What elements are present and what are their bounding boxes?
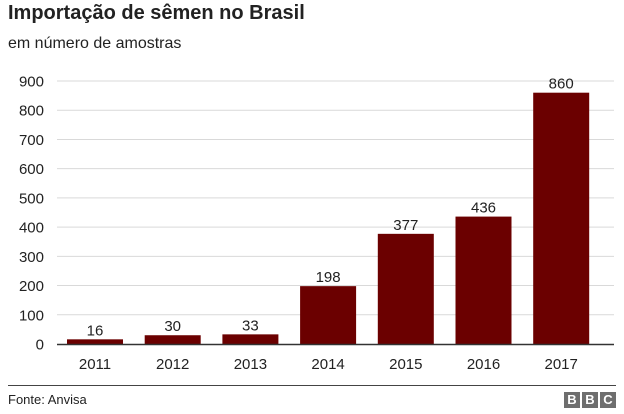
bbc-logo-letter: C [600, 392, 616, 408]
y-tick-label: 400 [19, 220, 44, 237]
data-label: 198 [316, 269, 341, 286]
data-label: 30 [164, 318, 181, 335]
bar [455, 216, 512, 344]
y-tick-label: 500 [19, 190, 44, 207]
y-tick-label: 0 [36, 337, 44, 354]
chart-title: Importação de sêmen no Brasil [8, 2, 305, 24]
data-label: 16 [87, 322, 104, 339]
data-label: 33 [242, 317, 259, 334]
x-tick-label: 2017 [545, 356, 578, 373]
data-label: 860 [549, 76, 574, 93]
bar [67, 339, 123, 344]
x-tick-label: 2012 [156, 356, 189, 373]
bar [533, 92, 590, 344]
y-tick-label: 300 [19, 249, 44, 266]
x-tick-label: 2014 [311, 356, 344, 373]
x-tick-label: 2015 [389, 356, 422, 373]
data-label: 377 [393, 217, 418, 234]
bar [377, 233, 434, 344]
bbc-logo: B B C [564, 392, 616, 408]
footer-divider [8, 385, 616, 386]
data-labels: 16 30 33 198 377 436 860 [87, 76, 574, 340]
x-tick-label: 2013 [234, 356, 267, 373]
y-tick-label: 100 [19, 307, 44, 324]
bar [300, 286, 357, 344]
y-tick-label: 800 [19, 103, 44, 120]
x-tick-label: 2016 [467, 356, 500, 373]
bbc-logo-letter: B [564, 392, 580, 408]
source-note: Fonte: Anvisa [8, 392, 87, 407]
x-axis-ticks: 2011 2012 2013 2014 2015 2016 2017 [79, 356, 578, 373]
bar [144, 335, 201, 344]
bar-chart: 0 100 200 300 400 500 600 700 800 900 16 30 33 198 37… [19, 74, 614, 373]
bbc-logo-letter: B [582, 392, 598, 408]
y-axis-ticks: 0 100 200 300 400 500 600 700 800 900 [19, 74, 44, 354]
y-tick-label: 200 [19, 278, 44, 295]
bars [67, 92, 590, 344]
y-tick-label: 700 [19, 132, 44, 149]
data-label: 436 [471, 200, 496, 217]
chart-subtitle: em número de amostras [8, 35, 182, 52]
gridlines [57, 80, 614, 316]
x-tick-label: 2011 [79, 356, 111, 373]
y-tick-label: 600 [19, 161, 44, 178]
y-tick-label: 900 [19, 74, 44, 91]
bar [222, 334, 279, 344]
